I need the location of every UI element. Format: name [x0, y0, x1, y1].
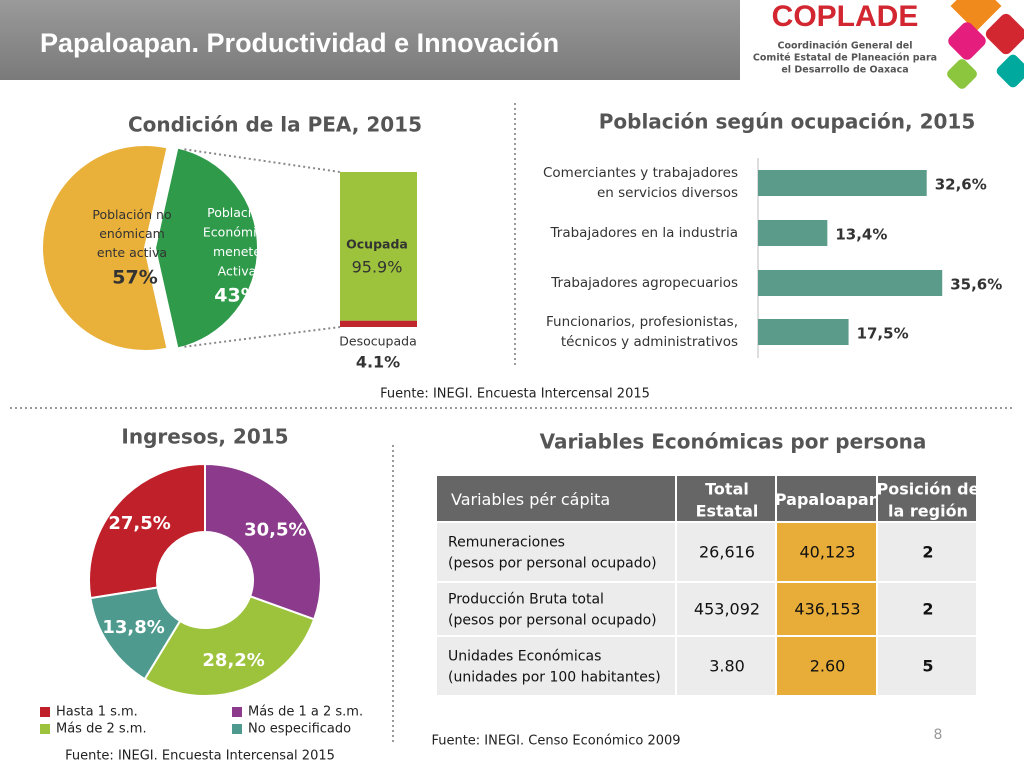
- logo-line: Comité Estatal de Planeación para: [753, 53, 937, 64]
- donut-slice: [89, 586, 182, 681]
- slice-value: 13,8%: [102, 617, 164, 638]
- cell-text: 3.80: [709, 657, 745, 676]
- legend-label: Más de 2 s.m.: [56, 722, 147, 737]
- cell-text: 453,092: [694, 600, 760, 619]
- bar: [758, 220, 828, 246]
- cell-text: 40,123: [800, 543, 856, 562]
- logo-line: Coordinación General del: [777, 41, 912, 52]
- cell-text: Unidades Económicas (unidades por 100 hab…: [448, 649, 661, 686]
- table-cell: [777, 523, 876, 581]
- bar: [758, 319, 849, 345]
- cell-text: 2: [922, 600, 933, 619]
- breakdown-label: Ocupada: [346, 237, 408, 252]
- legend-label: Más de 1 a 2 s.m.: [248, 705, 363, 720]
- slice-value: 43%: [214, 285, 259, 307]
- slice-label: Población Económica menete Activa: [203, 204, 271, 278]
- pie-slice: [40, 144, 169, 352]
- header-cell: [677, 476, 775, 521]
- slice-value: 30,5%: [244, 520, 306, 541]
- header-text: Variables pér cápita: [451, 490, 610, 509]
- category-label: Trabajadores en la industria: [550, 225, 738, 241]
- cell-text: Producción Bruta total (pesos por persona…: [448, 592, 657, 629]
- legend-label: Hasta 1 s.m.: [56, 705, 138, 720]
- breakdown-bar: [340, 320, 417, 327]
- bar-value: 17,5%: [857, 325, 909, 343]
- legend-swatch: [232, 724, 242, 734]
- logo-shapes: [947, 0, 1024, 89]
- logo-line: el Desarrollo de Oaxaca: [781, 65, 908, 76]
- chart-title: Ingresos, 2015: [121, 425, 288, 449]
- slice-label: Población no enómicam ente activa: [92, 207, 171, 260]
- category-label: Trabajadores agropecuarios: [550, 275, 738, 291]
- category-label: Funcionarios, profesionistas, técnicos y …: [546, 314, 738, 350]
- breakdown-value: 95.9%: [352, 258, 403, 277]
- slice-value: 28,2%: [202, 650, 264, 671]
- source: Fuente: INEGI. Censo Económico 2009: [431, 734, 680, 749]
- bar: [758, 270, 943, 296]
- header-title: Papaloapan. Productividad e Innovación: [40, 28, 559, 58]
- breakdown-bar: [340, 172, 417, 321]
- table-cell: [777, 637, 876, 695]
- cell-text: 2: [922, 543, 933, 562]
- bar-value: 32,6%: [935, 176, 987, 194]
- pie-slice: [153, 146, 259, 350]
- legend-label: No especificado: [248, 722, 351, 737]
- chart-title: Población según ocupación, 2015: [599, 110, 976, 134]
- table-cell: [437, 583, 675, 635]
- cell-text: Remuneraciones (pesos por personal ocupad…: [448, 535, 657, 572]
- legend-swatch: [40, 724, 50, 734]
- table-cell: [878, 637, 976, 695]
- slice-value: 27,5%: [108, 513, 170, 534]
- chart-title: Condición de la PEA, 2015: [128, 113, 422, 137]
- header-cell: [437, 476, 675, 521]
- header-text: Posición de la región: [877, 479, 980, 520]
- header-bar: [0, 0, 740, 80]
- donut-slice: [88, 462, 206, 600]
- table-cell: [878, 523, 976, 581]
- source: Fuente: INEGI. Encuesta Intercensal 2015: [380, 387, 650, 402]
- breakdown-value: 4.1%: [356, 353, 400, 372]
- header-text: Total Estatal: [696, 479, 759, 520]
- cell-text: 5: [922, 657, 933, 676]
- connector: [184, 148, 341, 173]
- logo-name: COPLADE: [772, 0, 919, 33]
- table-title: Variables Económicas por persona: [540, 430, 927, 454]
- bar-value: 35,6%: [950, 276, 1002, 294]
- table-cell: [677, 583, 775, 635]
- table-cell: [677, 637, 775, 695]
- cell-text: 436,153: [794, 600, 860, 619]
- bar-value: 13,4%: [835, 226, 887, 244]
- header-cell: [777, 476, 876, 521]
- donut-slice: [204, 462, 322, 621]
- header-cell: [878, 476, 976, 521]
- donut-slice: [143, 594, 316, 697]
- category-label: Comerciantes y trabajadores en servicios …: [543, 165, 738, 201]
- legend-swatch: [232, 707, 242, 717]
- breakdown-label: Desocupada: [339, 334, 416, 349]
- connector: [184, 326, 341, 348]
- source: Fuente: INEGI. Encuesta Intercensal 2015: [65, 749, 335, 764]
- legend-swatch: [40, 707, 50, 717]
- table-cell: [878, 583, 976, 635]
- header-text: Papaloapan: [775, 490, 880, 509]
- page-number: 8: [934, 727, 943, 743]
- table-cell: [777, 583, 876, 635]
- table-cell: [437, 523, 675, 581]
- slice-value: 57%: [112, 267, 157, 289]
- bar: [758, 170, 927, 196]
- cell-text: 26,616: [699, 543, 755, 562]
- table-cell: [677, 523, 775, 581]
- table-cell: [437, 637, 675, 695]
- cell-text: 2.60: [810, 657, 846, 676]
